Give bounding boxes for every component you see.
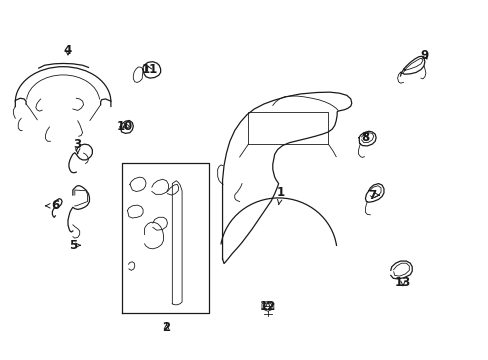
Text: 1: 1 bbox=[276, 186, 285, 204]
Text: 3: 3 bbox=[74, 138, 81, 154]
Text: 13: 13 bbox=[394, 276, 410, 289]
Text: 12: 12 bbox=[259, 300, 275, 313]
Text: 4: 4 bbox=[64, 44, 72, 57]
Text: 7: 7 bbox=[367, 189, 379, 202]
Text: 10: 10 bbox=[117, 121, 133, 134]
Text: 5: 5 bbox=[69, 239, 80, 252]
Text: 11: 11 bbox=[141, 63, 157, 76]
Text: 6: 6 bbox=[45, 199, 60, 212]
Text: 2: 2 bbox=[162, 320, 170, 333]
Text: 9: 9 bbox=[420, 49, 428, 62]
Text: 8: 8 bbox=[361, 131, 369, 144]
